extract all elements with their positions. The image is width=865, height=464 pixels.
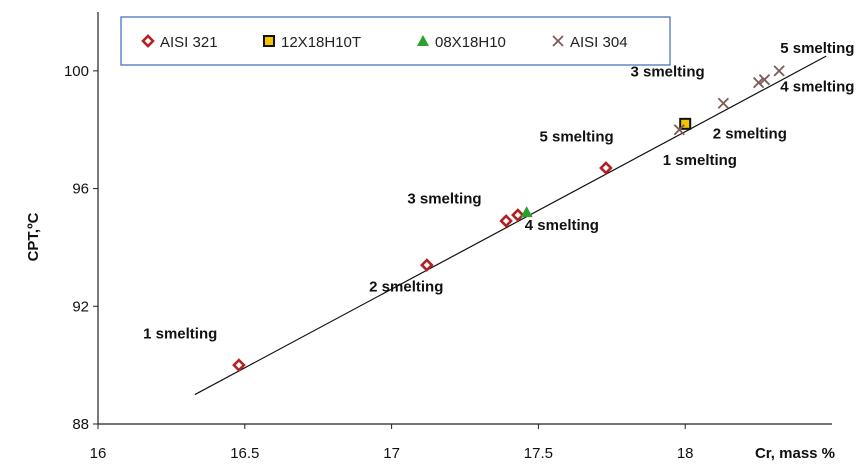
data-point-aisi-321: [419, 258, 434, 272]
legend-label-12x18h10t: 12X18H10T: [281, 34, 361, 51]
smelting-annotation: 1 smelting: [143, 326, 217, 343]
x-tick-label: 16: [90, 445, 107, 462]
legend-marker-12x18h10t: [263, 35, 275, 47]
smelting-annotation: 3 smelting: [630, 64, 704, 81]
smelting-annotation: 1 smelting: [663, 152, 737, 169]
point-annotations: 1 smelting 2 smelting 3 smelting 4 smelting…: [143, 40, 854, 342]
legend-label-08x18h10: 08X18H10: [435, 34, 506, 51]
y-tick-label: 88: [72, 416, 89, 433]
x-tick-label: 18: [677, 445, 694, 462]
smelting-annotation: 2 smelting: [369, 279, 443, 296]
x-marker-stroke: [752, 76, 765, 89]
plot-axes: 16 16.5 17 17.5 18 88 92 96 100: [64, 12, 832, 462]
legend-label-aisi-321: AISI 321: [160, 34, 218, 51]
trendline-group: [194, 55, 827, 396]
data-point-aisi-321: [232, 358, 246, 372]
smelting-annotation: 3 smelting: [407, 190, 481, 207]
legend-box: [120, 16, 671, 66]
x-tick-label: 16.5: [230, 445, 259, 462]
y-tick-label: 92: [72, 298, 89, 315]
trendline: [194, 55, 827, 396]
smelting-annotation: 5 smelting: [539, 128, 613, 145]
data-point-aisi-321: [499, 214, 513, 228]
data-point-aisi-321: [599, 161, 613, 175]
data-points: [232, 65, 785, 372]
data-point-aisi-304: [673, 124, 685, 136]
data-point-08x18h10: [520, 206, 533, 218]
y-tick-label: 100: [64, 63, 89, 80]
legend-marker-aisi-304: [552, 35, 564, 47]
x-tick-label: 17: [383, 445, 400, 462]
data-point-12x18h10t: [679, 117, 692, 130]
data-point-aisi-321: [511, 208, 525, 222]
data-point-aisi-304: [752, 76, 765, 89]
y-tick-label: 96: [72, 181, 89, 198]
x-marker-stroke: [717, 97, 730, 109]
data-point-aisi-304: [717, 97, 730, 109]
x-marker-stroke: [758, 74, 771, 86]
y-axis-title: CPT,ºC: [25, 212, 42, 261]
legend: AISI 321 12X18H10T 08X18H10 AISI 304: [120, 16, 671, 66]
x-axis-title: Cr, mass %: [755, 445, 835, 462]
x-marker-stroke: [673, 124, 685, 136]
x-marker-stroke: [552, 35, 564, 47]
smelting-annotation: 2 smelting: [713, 126, 787, 143]
legend-marker-aisi-321: [141, 34, 155, 48]
smelting-annotation: 4 smelting: [525, 217, 599, 234]
data-point-aisi-304: [773, 65, 785, 77]
smelting-annotation: 4 smelting: [780, 78, 854, 95]
data-point-aisi-304: [758, 74, 771, 86]
legend-marker-08x18h10: [417, 35, 429, 46]
legend-label-aisi-304: AISI 304: [570, 34, 628, 51]
x-marker-stroke: [773, 65, 785, 77]
x-tick-label: 17.5: [524, 445, 553, 462]
smelting-annotation: 5 smelting: [780, 40, 854, 57]
